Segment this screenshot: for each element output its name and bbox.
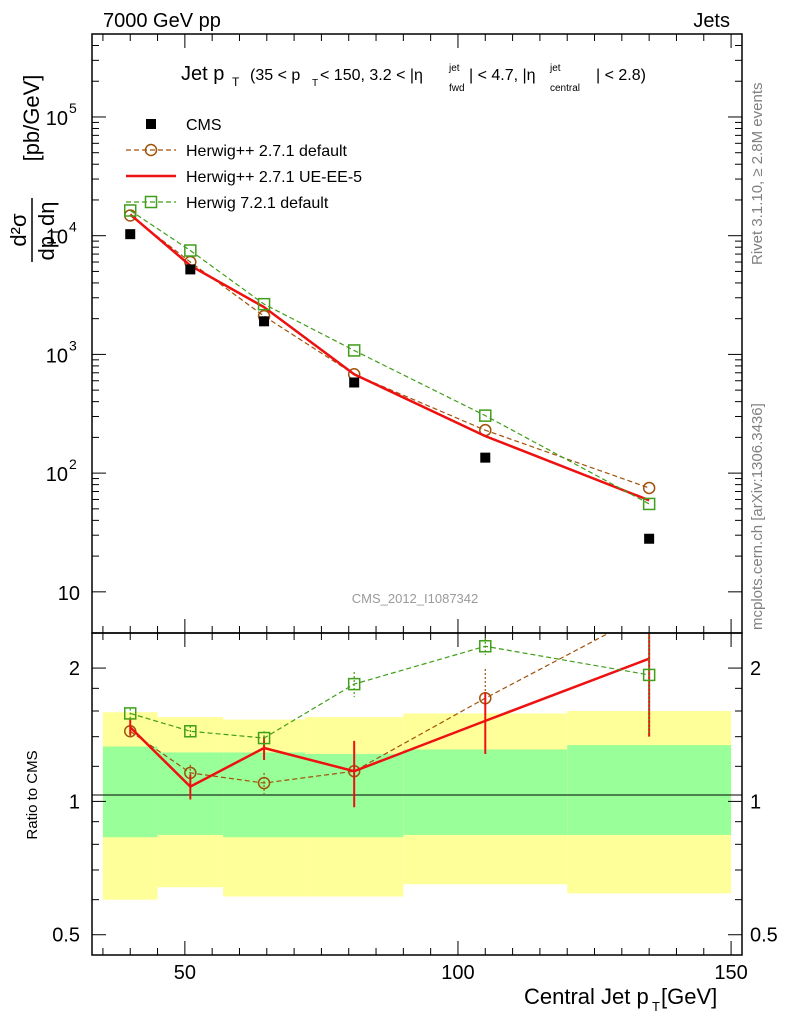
x-tick-label: 100	[441, 962, 474, 984]
x-label-sub: T	[652, 999, 660, 1014]
y-tick-label-exponent: 3	[69, 337, 77, 353]
uncertainty-band-inner	[403, 749, 568, 835]
x-axis-label: Central Jet p T [GeV]	[524, 984, 717, 1014]
cms-data-point	[259, 316, 270, 327]
y-tick-label: 10	[46, 108, 68, 130]
cms-data-point	[480, 452, 491, 463]
x-tick-label: 150	[714, 962, 747, 984]
side-label-top: Rivet 3.1.10, ≥ 2.8M events	[749, 83, 766, 266]
title-cut-2: < 150, 3.2 < |η	[320, 67, 423, 84]
y-tick-label: 10	[46, 345, 68, 367]
x-label-main: Central Jet p	[524, 984, 649, 1009]
h271ue-ratio-line	[129, 657, 650, 789]
y-label-den-sub: T	[48, 228, 63, 236]
title-jet-1: jet	[448, 63, 460, 74]
y-tick-label: 10	[46, 227, 68, 249]
header-right: Jets	[693, 10, 730, 32]
ratio-tick-label-left: 1	[69, 791, 80, 813]
square-marker	[642, 668, 656, 682]
square-marker	[123, 204, 137, 217]
ratio-tick-label-right: 1	[750, 791, 761, 813]
title-cut-sub: T	[312, 78, 318, 89]
uncertainty-band-inner	[567, 745, 732, 835]
legend-label: Herwig 7.2.1 default	[186, 195, 329, 212]
y-label-unit: [pb/GeV]	[19, 75, 44, 162]
h721-line	[129, 210, 650, 505]
square-marker	[642, 497, 656, 511]
y-label-den-tail: dη	[34, 202, 59, 226]
y-axis-label: d²σ dp T dη [pb/GeV]	[6, 75, 63, 262]
circle-marker	[257, 776, 271, 790]
title-central: central	[550, 83, 580, 94]
y-tick-label: 10	[58, 583, 80, 605]
x-label-unit: [GeV]	[661, 984, 717, 1009]
square-marker	[347, 677, 361, 691]
title-cut-4: | < 2.8)	[596, 67, 646, 84]
square-marker	[123, 707, 137, 720]
title-sub: T	[232, 75, 240, 89]
ratio-tick-label-left: 2	[69, 658, 80, 680]
y-tick-label-exponent: 4	[69, 219, 77, 235]
x-tick-label: 50	[174, 962, 196, 984]
h721-ratio-line	[130, 645, 650, 739]
square-marker	[479, 640, 492, 653]
y-tick-label-exponent: 5	[69, 100, 77, 116]
legend-cms-marker	[146, 119, 156, 129]
circle-marker	[642, 481, 656, 495]
y-tick-label-exponent: 2	[69, 456, 77, 472]
y-label-num: d²σ	[6, 213, 31, 247]
h271ue-line	[129, 213, 650, 502]
plot-title: Jet p T (35 < p T < 150, 3.2 < |η jet fw…	[181, 63, 646, 94]
title-fwd: fwd	[449, 83, 465, 94]
uncertainty-band-inner	[102, 746, 158, 838]
circle-marker	[144, 143, 158, 157]
watermark: CMS_2012_I1087342	[352, 591, 479, 606]
legend-label: Herwig++ 2.7.1 UE-EE-5	[186, 169, 362, 186]
cms-data-point	[185, 264, 196, 275]
header-left: 7000 GeV pp	[103, 10, 221, 32]
legend-label: Herwig++ 2.7.1 default	[186, 143, 348, 160]
square-marker	[144, 195, 158, 209]
title-jet-2: jet	[549, 63, 561, 74]
title-cut-3: | < 4.7, |η	[469, 67, 536, 84]
square-marker	[184, 244, 197, 257]
ratio-plot-frame	[91, 632, 743, 956]
cms-data-point	[349, 377, 360, 388]
ratio-y-label: Ratio to CMS	[24, 750, 41, 839]
y-label-den: dp	[34, 236, 59, 260]
ratio-tick-label-left: 0.5	[52, 925, 80, 947]
legend-label: CMS	[186, 117, 222, 134]
square-marker	[184, 725, 197, 738]
ratio-tick-label-right: 0.5	[750, 925, 778, 947]
title-main: Jet p	[181, 63, 224, 85]
square-marker	[257, 731, 271, 745]
h271def-ratio-line	[129, 633, 611, 784]
circle-marker	[644, 606, 655, 617]
h271def-line	[129, 215, 650, 489]
cms-data-point	[644, 533, 655, 544]
square-marker	[479, 409, 492, 422]
square-marker	[347, 344, 361, 357]
side-label-bottom: mcplots.cern.ch [arXiv:1306.3436]	[749, 403, 766, 630]
ratio-tick-label-right: 2	[750, 658, 761, 680]
cms-data-point	[125, 229, 136, 240]
y-tick-label: 10	[46, 464, 68, 486]
title-cut-1: (35 < p	[250, 67, 300, 84]
square-marker	[257, 297, 271, 311]
